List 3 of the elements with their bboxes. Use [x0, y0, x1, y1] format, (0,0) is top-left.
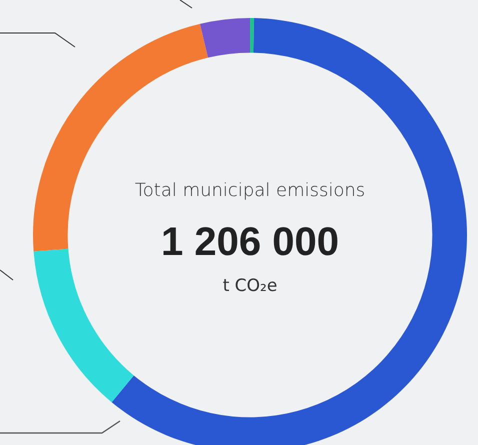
text: 1 206 000: [160, 220, 340, 265]
text: t CO₂e: [222, 276, 278, 296]
text: Total municipal emissions: [134, 180, 366, 201]
